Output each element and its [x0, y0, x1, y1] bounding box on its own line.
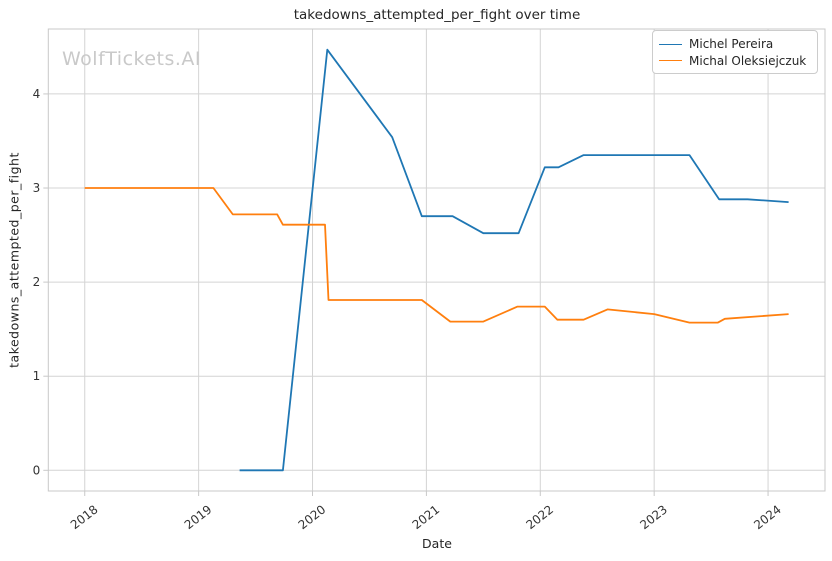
y-tick-label: 2 — [33, 275, 41, 289]
chart-title: takedowns_attempted_per_fight over time — [293, 7, 581, 23]
legend: Michel Pereira Michal Oleksiejczuk — [652, 30, 818, 74]
legend-label: Michel Pereira — [689, 37, 774, 52]
y-tick-label: 0 — [33, 463, 41, 477]
y-axis-label: takedowns_attempted_per_fight — [6, 152, 22, 368]
x-tick-label: 2023 — [637, 502, 670, 532]
x-tick-label: 2019 — [182, 502, 215, 532]
legend-entry-michal-oleksiejczuk: Michal Oleksiejczuk — [659, 53, 809, 69]
x-tick-label: 2020 — [296, 502, 329, 532]
legend-line-icon — [659, 43, 682, 45]
y-tick-label: 1 — [33, 369, 41, 383]
x-tick-label: 2022 — [523, 502, 556, 532]
x-axis-label: Date — [422, 536, 452, 551]
y-tick-label: 4 — [33, 87, 41, 101]
y-tick-label: 3 — [33, 181, 41, 195]
x-tick-label: 2018 — [68, 502, 101, 532]
x-tick-label: 2024 — [751, 502, 784, 532]
series-line-michal-oleksiejczuk — [84, 187, 789, 324]
legend-entry-michel-pereira: Michel Pereira — [659, 36, 809, 52]
legend-line-icon — [659, 60, 682, 62]
legend-label: Michal Oleksiejczuk — [689, 53, 807, 68]
x-tick-label: 2021 — [410, 502, 443, 532]
plot-border — [47, 28, 826, 492]
series-line-michel-pereira — [239, 48, 789, 472]
watermark: WolfTickets.AI — [62, 48, 202, 70]
